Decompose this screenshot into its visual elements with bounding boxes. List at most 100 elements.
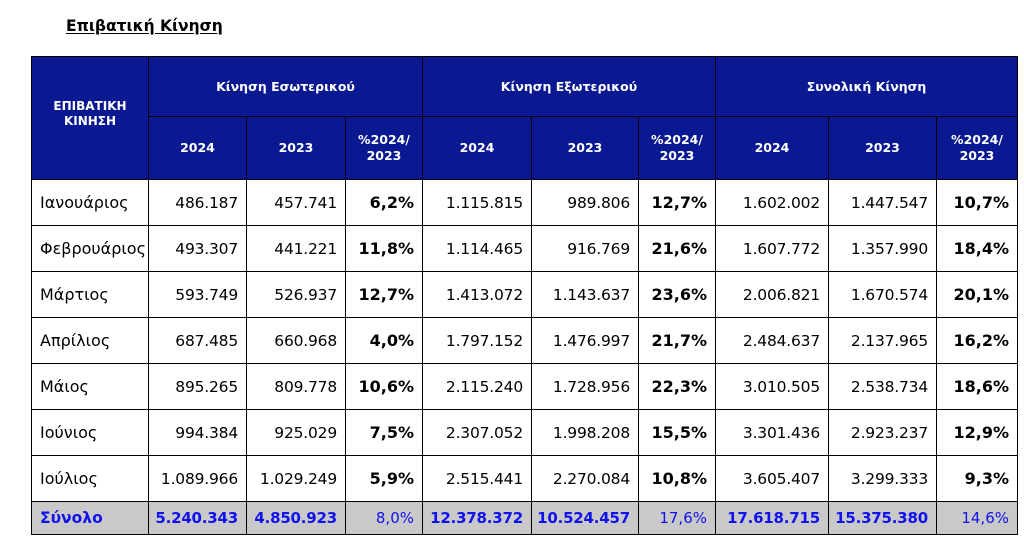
value-cell: 1.143.637 [531,271,639,318]
value-cell: 3.010.505 [715,363,829,410]
total-value-cell: 15.375.380 [828,501,937,535]
percent-cell: 18,6% [936,363,1018,410]
total-row: Σύνολο 5.240.343 4.850.923 8,0% 12.378.3… [31,501,1018,535]
value-cell: 1.998.208 [531,409,639,456]
month-cell: Ιούλιος [31,455,149,502]
value-cell: 1.413.072 [422,271,532,318]
sub-header: %2024/ 2023 [345,116,423,180]
percent-cell: 23,6% [638,271,716,318]
value-cell: 1.797.152 [422,317,532,364]
percent-cell: 22,3% [638,363,716,410]
value-cell: 486.187 [148,179,247,226]
value-cell: 1.476.997 [531,317,639,364]
total-percent-cell: 14,6% [936,501,1018,535]
value-cell: 2.307.052 [422,409,532,456]
value-cell: 687.485 [148,317,247,364]
value-cell: 3.605.407 [715,455,829,502]
sub-header: 2023 [246,116,346,180]
value-cell: 2.270.084 [531,455,639,502]
page-title: Επιβατική Κίνηση [66,17,223,35]
value-cell: 493.307 [148,225,247,272]
percent-cell: 6,2% [345,179,423,226]
value-cell: 593.749 [148,271,247,318]
sub-header-row: 2024 2023 %2024/ 2023 2024 2023 %2024/ 2… [32,116,1018,180]
value-cell: 2.115.240 [422,363,532,410]
value-cell: 916.769 [531,225,639,272]
total-value-cell: 4.850.923 [246,501,346,535]
total-value-cell: 17.618.715 [715,501,829,535]
value-cell: 1.114.465 [422,225,532,272]
percent-cell: 9,3% [936,455,1018,502]
value-cell: 925.029 [246,409,346,456]
total-percent-cell: 8,0% [345,501,423,535]
percent-cell: 4,0% [345,317,423,364]
percent-cell: 21,7% [638,317,716,364]
percent-cell: 16,2% [936,317,1018,364]
total-percent-cell: 17,6% [638,501,716,535]
month-cell: Μάρτιος [31,271,149,318]
month-cell: Ιούνιος [31,409,149,456]
percent-cell: 12,7% [638,179,716,226]
corner-header: ΕΠΙΒΑΤΙΚΗ ΚΙΝΗΣΗ [31,56,149,180]
percent-cell: 18,4% [936,225,1018,272]
value-cell: 1.029.249 [246,455,346,502]
month-cell: Ιανουάριος [31,179,149,226]
value-cell: 2.538.734 [828,363,937,410]
value-cell: 1.357.990 [828,225,937,272]
value-cell: 2.484.637 [715,317,829,364]
group-header-international: Κίνηση Εξωτερικού [422,56,716,117]
percent-cell: 10,7% [936,179,1018,226]
value-cell: 989.806 [531,179,639,226]
sub-header-text: %2024/ 2023 [651,132,703,163]
percent-cell: 12,9% [936,409,1018,456]
value-cell: 2.137.965 [828,317,937,364]
group-header-domestic: Κίνηση Εσωτερικού [148,56,423,117]
value-cell: 1.089.966 [148,455,247,502]
table-row: Φεβρουάριος 493.307 441.221 11,8% 1.114.… [31,225,1018,272]
month-cell: Μάιος [31,363,149,410]
value-cell: 3.299.333 [828,455,937,502]
value-cell: 457.741 [246,179,346,226]
total-value-cell: 10.524.457 [531,501,639,535]
value-cell: 1.447.547 [828,179,937,226]
value-cell: 1.602.002 [715,179,829,226]
group-header-row: ΕΠΙΒΑΤΙΚΗ ΚΙΝΗΣΗ Κίνηση Εσωτερικού Κίνησ… [31,56,1018,180]
percent-cell: 5,9% [345,455,423,502]
value-cell: 660.968 [246,317,346,364]
percent-cell: 20,1% [936,271,1018,318]
table-row: Ιούνιος 994.384 925.029 7,5% 2.307.052 1… [31,409,1018,456]
percent-cell: 10,6% [345,363,423,410]
value-cell: 526.937 [246,271,346,318]
sub-header-text: %2024/ 2023 [951,132,1003,163]
percent-cell: 12,7% [345,271,423,318]
table-row: Ιούλιος 1.089.966 1.029.249 5,9% 2.515.4… [31,455,1018,502]
total-value-cell: 12.378.372 [422,501,532,535]
total-value-cell: 5.240.343 [148,501,247,535]
value-cell: 1.670.574 [828,271,937,318]
value-cell: 1.728.956 [531,363,639,410]
sub-header: 2024 [422,116,532,180]
sub-header: 2024 [148,116,247,180]
value-cell: 1.607.772 [715,225,829,272]
value-cell: 3.301.436 [715,409,829,456]
table-row: Ιανουάριος 486.187 457.741 6,2% 1.115.81… [31,179,1018,226]
sub-header: %2024/ 2023 [638,116,716,180]
percent-cell: 10,8% [638,455,716,502]
sub-header: 2023 [531,116,639,180]
percent-cell: 11,8% [345,225,423,272]
table-row: Μάρτιος 593.749 526.937 12,7% 1.413.072 … [31,271,1018,318]
percent-cell: 21,6% [638,225,716,272]
value-cell: 809.778 [246,363,346,410]
passenger-traffic-table: ΕΠΙΒΑΤΙΚΗ ΚΙΝΗΣΗ Κίνηση Εσωτερικού Κίνησ… [31,56,1018,535]
value-cell: 2.923.237 [828,409,937,456]
value-cell: 2.006.821 [715,271,829,318]
value-cell: 994.384 [148,409,247,456]
month-cell: Φεβρουάριος [31,225,149,272]
percent-cell: 7,5% [345,409,423,456]
month-cell: Απρίλιος [31,317,149,364]
value-cell: 1.115.815 [422,179,532,226]
total-label: Σύνολο [31,501,149,535]
sub-header-text: %2024/ 2023 [358,132,410,163]
group-header-total: Συνολική Κίνηση [715,56,1018,117]
sub-header: %2024/ 2023 [936,116,1018,180]
